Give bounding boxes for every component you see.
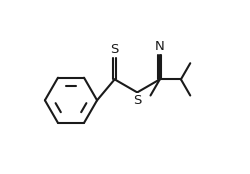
Text: N: N (155, 39, 165, 53)
Text: S: S (110, 43, 119, 56)
Text: S: S (133, 94, 141, 107)
